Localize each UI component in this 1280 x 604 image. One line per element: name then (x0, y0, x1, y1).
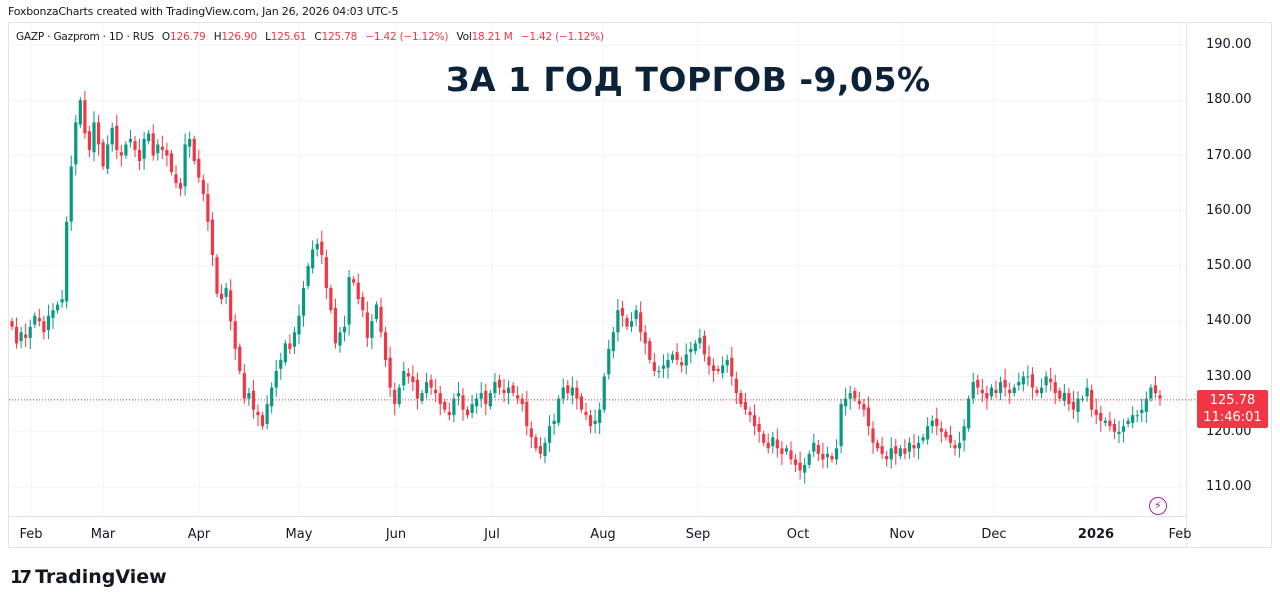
time-tick: Feb (1168, 527, 1192, 542)
high-label: H (213, 31, 222, 43)
time-tick: Oct (786, 527, 810, 542)
volume-label: Vol (456, 31, 472, 43)
price-tick: 110.00 (1206, 479, 1252, 494)
time-tick: Feb (19, 527, 43, 542)
close-value: 125.78 (321, 31, 358, 43)
time-tick: Apr (187, 527, 211, 542)
time-tick: Sep (685, 527, 711, 542)
last-price-value: 125.78 (1209, 393, 1256, 408)
overlay-title: ЗА 1 ГОД ТОРГОВ -9,05% (446, 60, 931, 99)
price-tick: 170.00 (1206, 147, 1252, 163)
time-tick: Aug (590, 527, 616, 542)
time-tick: Nov (889, 527, 915, 542)
time-tick: Jun (385, 527, 407, 542)
brand-name: TradingView (35, 566, 167, 588)
time-tick: May (285, 527, 313, 542)
change-value: −1.42 (−1.12%) (365, 31, 449, 43)
time-tick: Dec (981, 527, 1007, 542)
bar-countdown: 11:46:01 (1203, 410, 1262, 425)
lightning-icon[interactable]: ⚡ (1149, 497, 1167, 515)
time-tick: Mar (90, 527, 116, 542)
symbol-legend[interactable]: GAZP · Gazprom · 1D · RUS O126.79 H126.9… (16, 31, 604, 43)
last-price-tag: 125.78 11:46:01 (1197, 390, 1268, 428)
low-label: L (265, 31, 271, 43)
price-tick: 140.00 (1206, 313, 1252, 329)
price-axis-divider (1186, 22, 1187, 548)
tradingview-logo-icon: 17 (10, 566, 32, 588)
low-value: 125.61 (270, 31, 307, 43)
time-tick: 2026 (1077, 527, 1115, 542)
tradingview-brand[interactable]: 17 TradingView (10, 566, 167, 588)
symbol-info[interactable]: GAZP · Gazprom · 1D · RUS (16, 31, 154, 43)
chart-frame[interactable] (8, 22, 1272, 548)
price-tick: 160.00 (1206, 202, 1252, 218)
open-value: 126.79 (170, 31, 206, 43)
volume-change-value: −1.42 (−1.12%) (520, 31, 604, 43)
close-label: C (314, 31, 322, 43)
chart-credit: FoxbonzaCharts created with TradingView.… (8, 5, 399, 18)
volume-value: 18.21 M (471, 31, 513, 43)
time-axis-divider (8, 516, 1186, 517)
price-tick: 180.00 (1206, 92, 1252, 108)
time-tick: Jul (484, 527, 500, 542)
price-tick: 130.00 (1206, 368, 1252, 384)
open-label: O (161, 31, 170, 43)
price-tick: 190.00 (1206, 37, 1252, 52)
high-value: 126.90 (221, 31, 257, 43)
price-tick: 150.00 (1206, 258, 1252, 273)
